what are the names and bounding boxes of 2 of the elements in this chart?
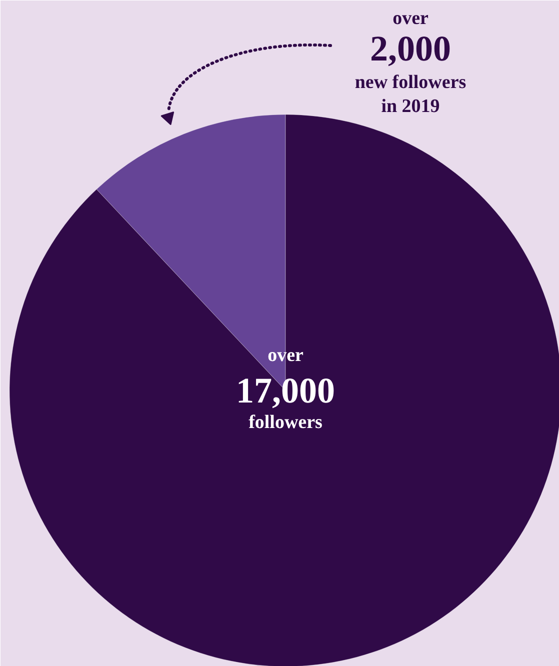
text: over 17,000 followers — [236, 345, 335, 433]
text: over 2,000 new followers in 2019 — [354, 8, 466, 117]
